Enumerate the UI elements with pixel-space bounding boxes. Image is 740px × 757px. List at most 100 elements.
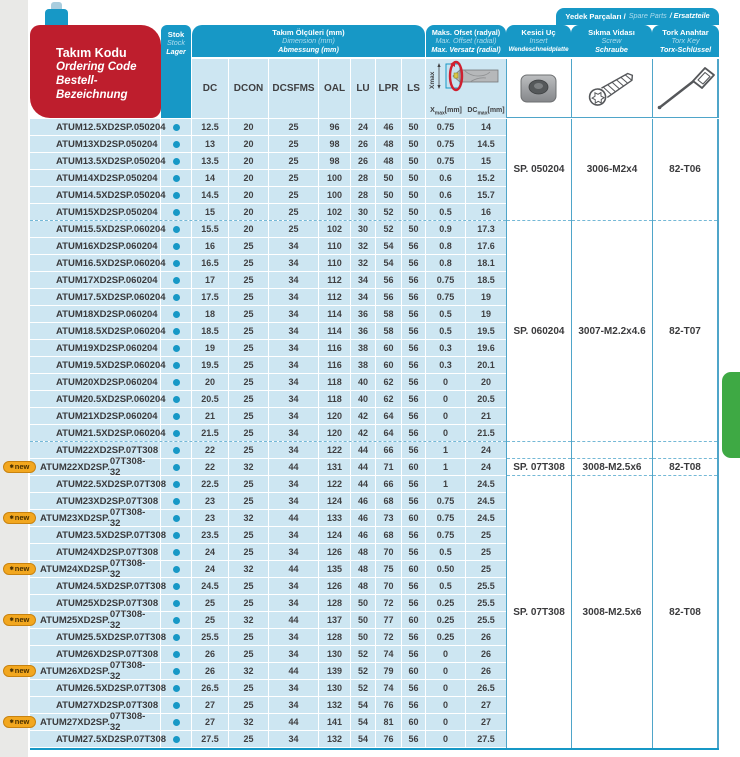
cell-dcsfms: 34 [269,697,318,713]
stock-cell [161,629,191,645]
cell-dcsfms: 34 [269,425,318,441]
cell-ls: 60 [402,612,425,628]
cell-ls: 56 [402,391,425,407]
cell-dcsfms: 34 [269,476,318,492]
stock-cell [161,442,191,458]
cell-xmax: 0.75 [426,136,465,152]
cell-dc: 22.5 [192,476,228,492]
cell-lpr: 64 [376,425,401,441]
cell-dcon: 25 [229,527,268,543]
cell-lu: 38 [351,357,375,373]
cell-dcsfms: 34 [269,391,318,407]
stock-cell [161,663,191,679]
stock-cell [161,646,191,662]
stock-header: Stok Stock Lager [161,25,191,118]
cell-dcmax: 21 [466,408,506,424]
cell-dcsfms: 34 [269,289,318,305]
stock-dot-icon [172,378,180,386]
cell-dc: 15 [192,204,228,220]
cell-dc: 24 [192,561,228,577]
ordering-code-label-de: Bestell-Bezeichnung [56,74,128,101]
cell-dcsfms: 25 [269,187,318,203]
stock-cell [161,510,191,526]
insert-label-tr: Kesici Uç [521,28,556,37]
cell-dcsfms: 34 [269,527,318,543]
cell-xmax: 0.75 [426,493,465,509]
ordering-code-cell: ATUM 24XD2 SP. 07T308 [30,544,160,560]
cell-dc: 13 [192,136,228,152]
group-divider-1 [30,220,506,221]
spare-group-torx: 82-T06 [653,119,717,221]
stock-dot-icon [172,395,180,403]
cell-dcon: 25 [229,731,268,747]
stock-cell [161,357,191,373]
cell-oal: 120 [319,408,350,424]
cell-lu: 36 [351,323,375,339]
cell-dc: 23 [192,510,228,526]
cell-dcsfms: 34 [269,357,318,373]
cell-dcmax: 26.5 [466,680,506,696]
cell-dcon: 25 [229,629,268,645]
cell-dcsfms: 34 [269,255,318,271]
dimensions-label-de: Abmessung (mm) [278,45,339,55]
table-row: ✱ new ATUM 22XD2 SP. 07T308-32 22 32 44 131 44 71 60… [3,456,719,478]
cell-dcon: 32 [229,510,268,526]
spare-col-insert: SP. 050204 SP. 060204 SP. 07T308 SP. 07T308 [506,119,571,748]
cell-xmax: 0.75 [426,119,465,135]
cell-dcon: 25 [229,425,268,441]
stock-cell [161,595,191,611]
cell-dc: 27.5 [192,731,228,747]
cell-dc: 14.5 [192,187,228,203]
stock-dot-icon [172,259,180,267]
ordering-code-cell: ATUM 17XD2 SP. 060204 [30,272,160,288]
new-badge: ✱ new [3,716,36,728]
stock-dot-icon [172,208,180,216]
stock-cell [161,306,191,322]
table-row: ATUM 24XD2 SP. 07T308 24 25 34 126 48 70 56 0.5 25 [30,544,719,560]
cell-dc: 23 [192,493,228,509]
column-header-xmax: Xmax[mm] [430,106,462,116]
stock-cell [161,323,191,339]
spare-group-insert: SP. 07T308 [507,459,571,476]
cell-lu: 52 [351,646,375,662]
cell-dc: 25 [192,612,228,628]
stock-cell [161,459,191,475]
cell-ls: 56 [402,408,425,424]
cell-dcsfms: 25 [269,170,318,186]
cell-dc: 13.5 [192,153,228,169]
cell-dc: 26.5 [192,680,228,696]
ordering-code-cell: ATUM 27XD2 SP. 07T308 [30,697,160,713]
cell-oal: 100 [319,187,350,203]
spare-group-torx [653,442,717,459]
cell-dcon: 25 [229,595,268,611]
cell-lpr: 50 [376,187,401,203]
table-row: ATUM 25.5XD2 SP. 07T308 25.5 25 34 128 50 72 56 0.2… [30,629,719,645]
cell-xmax: 0.3 [426,357,465,373]
column-header-lu: LU [351,59,375,118]
ordering-code-cell: ATUM 19.5XD2 SP. 060204 [30,357,166,373]
spare-group-screw: 3007-M2.2x4.6 [572,221,652,442]
stock-dot-icon [172,412,180,420]
cell-dcon: 25 [229,255,268,271]
stock-dot-icon [172,242,180,250]
cell-dcmax: 15.7 [466,187,506,203]
cell-xmax: 0.75 [426,510,465,526]
ordering-code-cell: ATUM 25.5XD2 SP. 07T308 [30,629,166,645]
cell-lpr: 48 [376,153,401,169]
cell-ls: 56 [402,425,425,441]
stock-dot-icon [172,684,180,692]
spare-parts-header: Yedek Parçaları / Spare Parts / Ersatzte… [556,8,719,25]
cell-ls: 50 [402,187,425,203]
table-row: ATUM 26XD2 SP. 07T308 26 25 34 130 52 74 56 0 26 [30,646,719,662]
cell-dc: 27 [192,714,228,730]
spare-group-screw [572,442,652,459]
cell-dcon: 25 [229,408,268,424]
cell-dcmax: 18.1 [466,255,506,271]
cell-dcon: 20 [229,187,268,203]
cell-dcsfms: 25 [269,221,318,237]
ordering-code-header: Takım Kodu Ordering Code Bestell-Bezeich… [30,25,161,118]
cell-lu: 26 [351,153,375,169]
cell-ls: 56 [402,544,425,560]
cell-dcon: 20 [229,136,268,152]
